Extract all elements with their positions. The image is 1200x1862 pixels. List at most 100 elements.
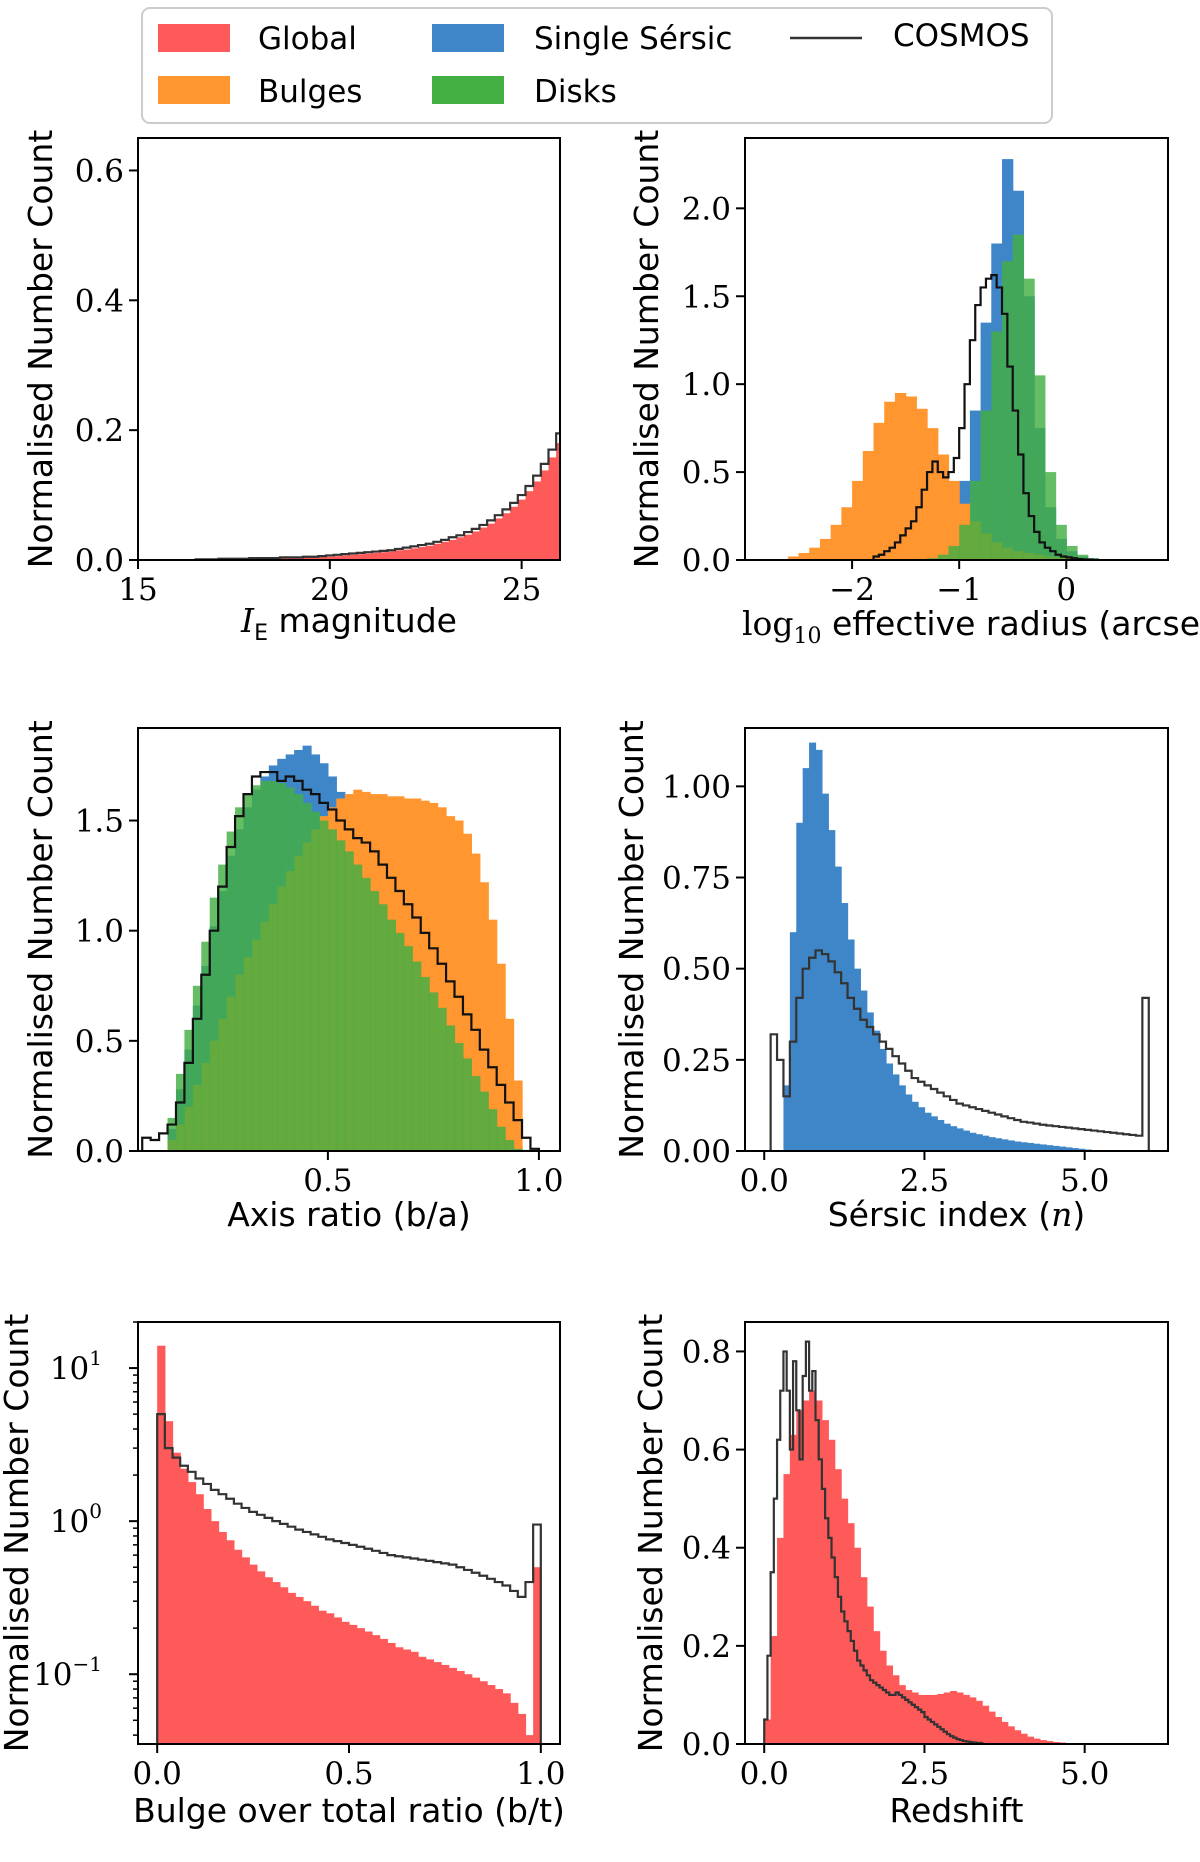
bar-single-s-rsic <box>841 903 849 1151</box>
bar-global <box>479 527 488 560</box>
bar-disks <box>420 976 430 1151</box>
bar-disks <box>319 820 329 1151</box>
bar-global <box>556 443 560 560</box>
bar-disks <box>471 1076 481 1151</box>
bar-bulges <box>948 480 960 560</box>
bar-single-s-rsic <box>962 1130 970 1151</box>
bar-global <box>203 1509 212 1744</box>
bar-global <box>533 481 542 560</box>
bar-global <box>487 1685 496 1744</box>
panel-sersic-index: 0.0 2.5 5.0 0.00 0.25 0.50 0.75 1.00 Normalised … <box>612 720 1169 1234</box>
bar-single-s-rsic <box>924 1112 932 1151</box>
bar-single-s-rsic <box>847 939 855 1151</box>
y-tick-label: 0.5 <box>75 1024 124 1060</box>
bar-disks <box>479 1091 489 1151</box>
bar-global <box>157 1345 166 1744</box>
bar-global <box>533 1567 542 1744</box>
bar-single-s-rsic <box>956 1128 964 1151</box>
bar-single-s-rsic <box>1078 1148 1086 1151</box>
bar-bulges <box>905 396 917 560</box>
step-line-cosmos <box>141 770 540 1151</box>
bar-global <box>937 1693 945 1744</box>
bar-global <box>962 1694 970 1744</box>
y-axis-label: Normalised Number Count <box>627 130 666 569</box>
bar-global <box>494 1689 504 1744</box>
bar-disks <box>429 992 439 1151</box>
bar-global <box>853 1547 861 1744</box>
x-tick-label: 0.5 <box>303 1163 352 1199</box>
bar-global <box>1014 1730 1022 1744</box>
x-tick-label: 20 <box>310 572 349 608</box>
bar-global <box>873 1631 881 1744</box>
bar-global <box>815 1400 823 1744</box>
bar-bulges <box>852 480 864 560</box>
y-tick-label: 0.0 <box>682 1727 731 1763</box>
x-axis-label: Axis ratio (b/a) <box>227 1195 471 1234</box>
bar-global <box>975 1700 983 1744</box>
bar-global <box>172 1452 181 1744</box>
y-tick-label: 1.0 <box>75 914 124 950</box>
bar-disks <box>505 1139 515 1151</box>
x-axis-label: Bulge over total ratio (b/t) <box>133 1791 565 1830</box>
step-line-cosmos <box>769 949 1150 1151</box>
bar-disks <box>294 794 304 1151</box>
bar-global <box>302 1601 312 1744</box>
bar-global <box>356 1628 365 1744</box>
bar-bulges <box>884 401 896 560</box>
bar-bulges <box>798 552 810 560</box>
bar-disks <box>277 783 287 1151</box>
legend: Global Single Sérsic COSMOS Bulges Disks <box>141 7 1053 124</box>
bar-global <box>164 1421 174 1744</box>
bar-global <box>487 523 496 560</box>
bar-disks <box>361 877 371 1151</box>
bar-single-s-rsic <box>988 1137 996 1151</box>
bar-disks <box>948 545 960 560</box>
bar-global <box>310 1605 319 1744</box>
bar-global <box>233 1549 243 1744</box>
bar-disks <box>496 1126 506 1151</box>
bar-bulges <box>513 1080 523 1151</box>
bar-global <box>982 1705 990 1744</box>
bar-single-s-rsic <box>1014 1141 1022 1151</box>
bar-global <box>802 1400 810 1744</box>
series-global <box>764 1390 1073 1744</box>
bar-disks <box>412 961 422 1151</box>
bar-global <box>1046 1741 1054 1744</box>
bar-disks <box>1055 524 1067 560</box>
bar-global <box>860 1577 868 1744</box>
bar-global <box>464 1674 473 1744</box>
bar-global <box>410 548 419 560</box>
bar-disks <box>167 1117 177 1151</box>
bar-disks <box>991 331 1003 560</box>
bar-global <box>226 1540 235 1744</box>
axes-frame <box>137 137 561 561</box>
series-cosmos <box>194 432 560 560</box>
y-axis-label: Normalised Number Count <box>0 1314 36 1753</box>
bar-disks <box>488 1109 498 1151</box>
y-tick-label: 0.2 <box>75 413 124 449</box>
x-tick-label: 5.0 <box>1060 1163 1109 1199</box>
y-axis-label: Normalised Number Count <box>21 130 60 569</box>
x-tick-label: 0 <box>1056 572 1076 608</box>
y-axis-label: Normalised Number Count <box>21 720 60 1159</box>
panel-redshift: 0.0 2.5 5.0 0.0 0.2 0.4 0.6 0.8 Normalised Numbe… <box>631 1314 1169 1830</box>
bar-disks <box>184 1029 194 1151</box>
bar-bulges <box>420 800 430 1151</box>
bar-disks <box>395 932 405 1151</box>
bar-bulges <box>819 538 832 560</box>
bar-single-s-rsic <box>873 1030 881 1151</box>
bar-global <box>349 554 358 560</box>
bar-single-s-rsic <box>1027 1142 1035 1151</box>
bar-global <box>930 1694 938 1744</box>
step-line-cosmos <box>872 274 1095 560</box>
bar-global <box>898 1685 906 1744</box>
bar-global <box>180 1468 189 1744</box>
x-tick-label: 25 <box>502 572 541 608</box>
bar-global <box>402 549 411 560</box>
step-line-cosmos <box>763 1340 984 1744</box>
bar-disks <box>937 554 950 560</box>
bar-single-s-rsic <box>1046 1145 1054 1151</box>
bar-disks <box>370 891 380 1151</box>
bar-single-s-rsic <box>879 1048 887 1151</box>
bar-disks <box>285 787 295 1151</box>
